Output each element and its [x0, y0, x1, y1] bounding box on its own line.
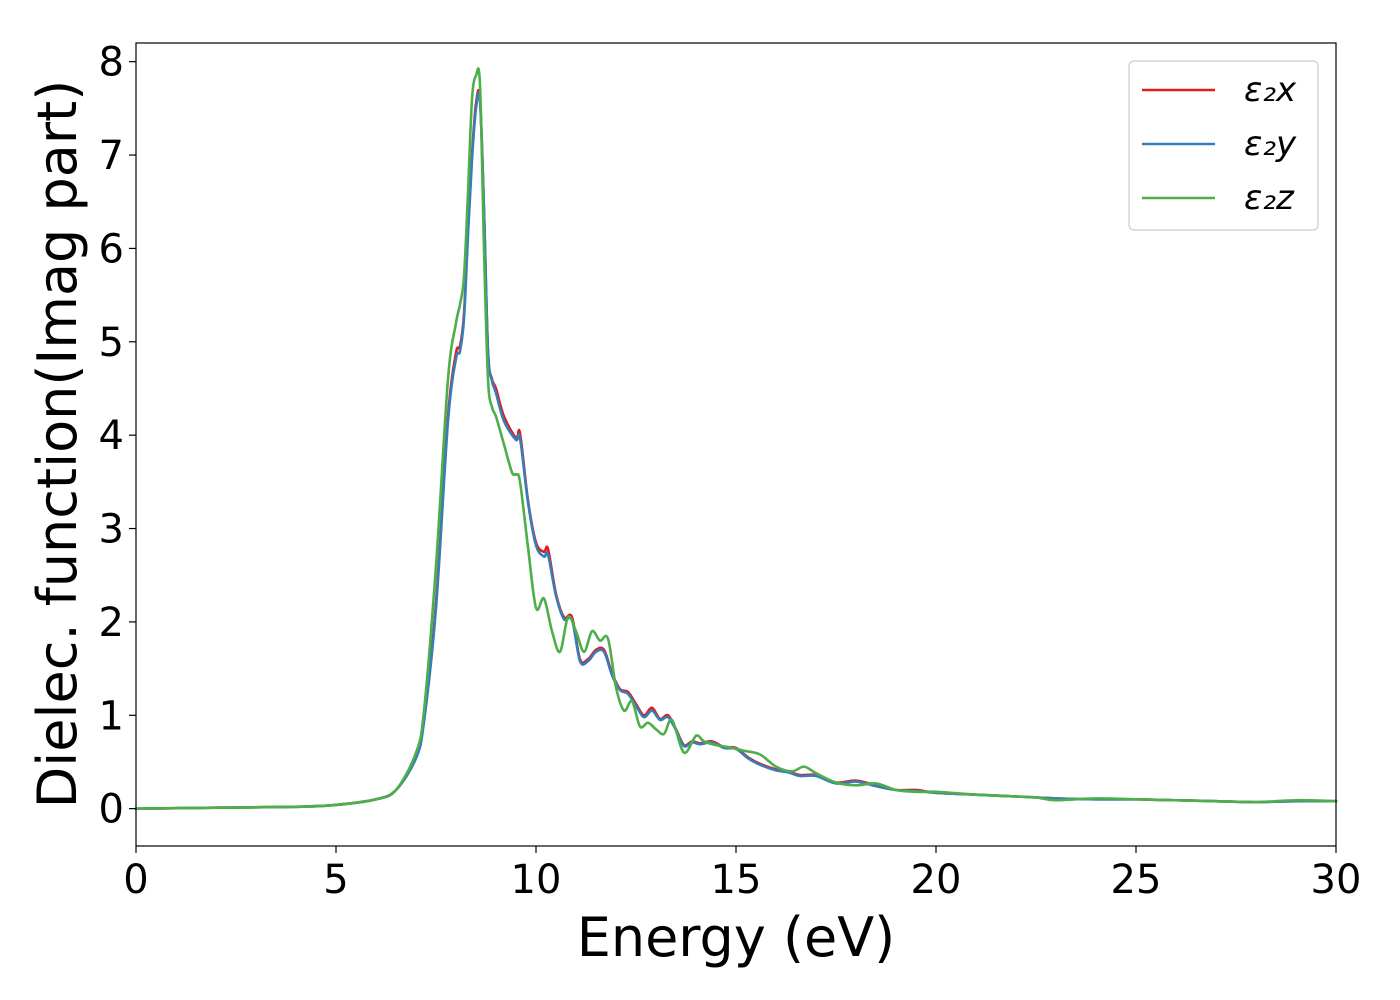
y-tick-label: 4	[99, 413, 124, 459]
series-layer	[134, 67, 1338, 810]
series-line-eps2-z	[134, 67, 1338, 810]
y-tick-label: 6	[99, 226, 124, 272]
x-axis: 0 5 10 15 20 25 30	[123, 846, 1361, 903]
legend-box	[1128, 60, 1319, 231]
y-axis: 0 1 2 3 4 5 6 7 8	[99, 40, 136, 833]
y-tick-label: 3	[99, 507, 124, 553]
y-tick-label: 1	[99, 693, 124, 739]
legend-label: ε₂z	[1244, 178, 1295, 218]
x-tick-label: 25	[1111, 857, 1162, 903]
x-tick-label: 15	[711, 857, 762, 903]
x-tick-label: 10	[511, 857, 562, 903]
y-tick-label: 0	[99, 787, 124, 833]
y-tick-label: 8	[99, 40, 124, 86]
x-tick-label: 5	[323, 857, 348, 903]
y-axis-label: Dielec. function(Imag part)	[26, 80, 89, 809]
x-axis-label: Energy (eV)	[577, 906, 896, 969]
legend: ε₂x ε₂y ε₂z	[1128, 60, 1319, 231]
x-tick-label: 20	[911, 857, 962, 903]
y-tick-label: 5	[99, 320, 124, 366]
x-tick-label: 30	[1311, 857, 1362, 903]
y-tick-label: 7	[99, 133, 124, 179]
y-tick-label: 2	[99, 600, 124, 646]
legend-label: ε₂y	[1244, 124, 1297, 164]
legend-label: ε₂x	[1244, 70, 1297, 110]
x-tick-label: 0	[123, 857, 148, 903]
